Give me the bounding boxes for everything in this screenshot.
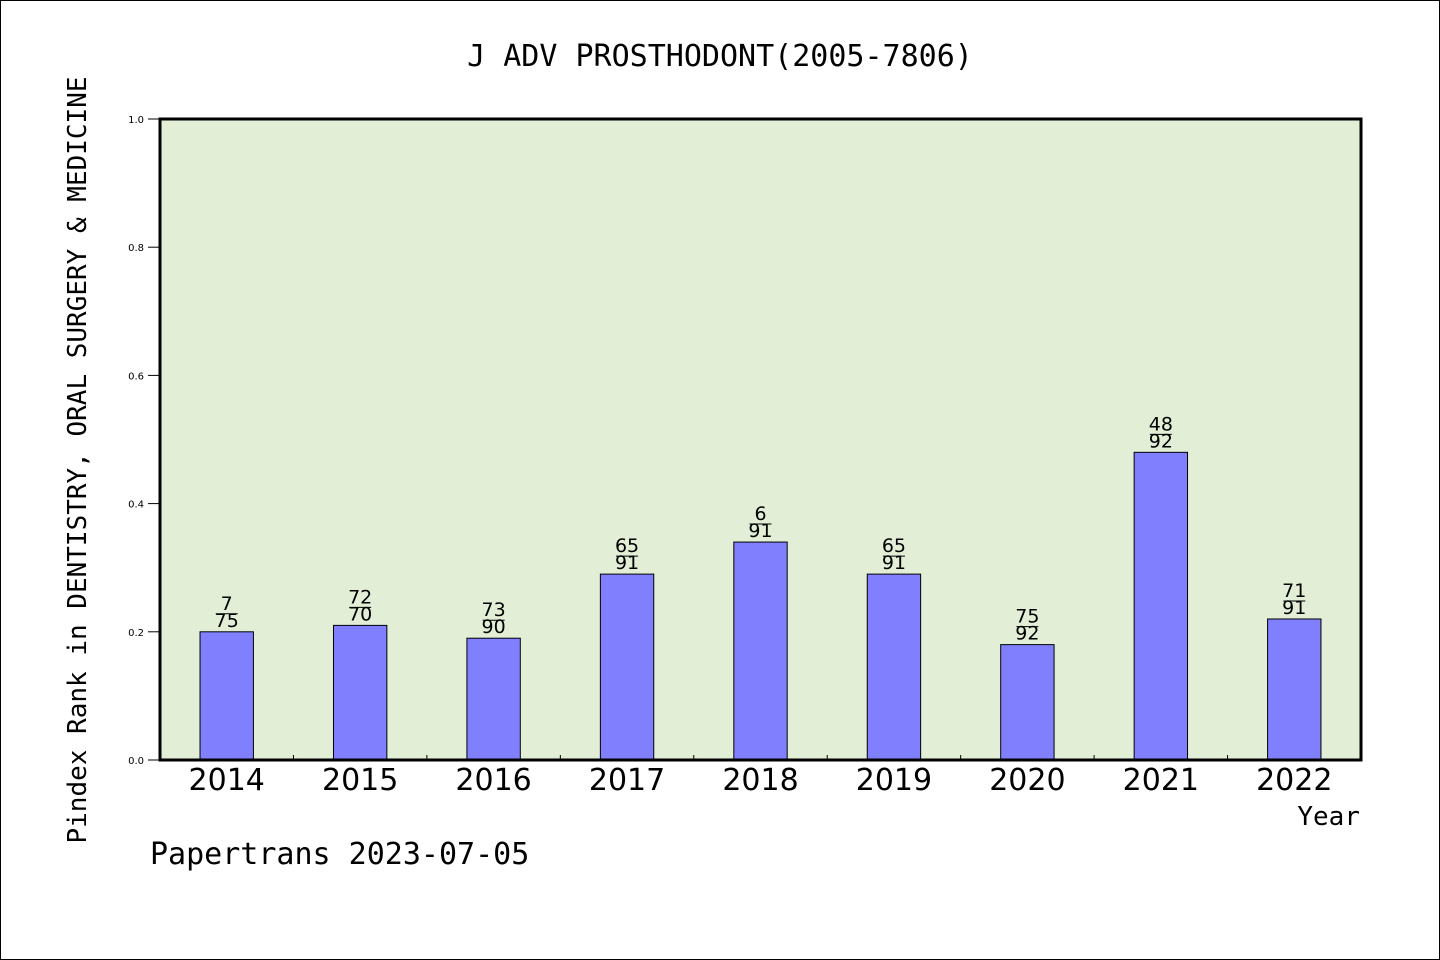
bar-2016 [466,637,521,761]
x-tick-label-2020: 2020 [989,763,1065,798]
bar-label-top-2016: 73 [482,599,506,621]
x-tick-label-2021: 2021 [1123,763,1199,798]
bar-2014 [199,631,254,761]
y-tick-label-0.6: 0.6 [128,371,144,382]
bar-label-bottom-2020: 92 [1015,623,1039,645]
x-tick-label-2015: 2015 [322,763,398,798]
x-axis: 2014 2015 2016 2017 2018 2019 2020 2021 2022 [189,755,1332,798]
x-tick-label-2022: 2022 [1256,763,1332,798]
y-axis: 0.0 0.2 0.4 0.6 0.8 1.0 [128,115,160,767]
bar-label-top-2018: 6 [754,503,766,525]
chart-title: J ADV PROSTHODONT(2005-7806) [467,39,973,74]
bar-label-top-2020: 75 [1015,606,1039,628]
x-tick-label-2014: 2014 [189,763,265,798]
bar-label-top-2014: 7 [221,593,233,615]
bar-2015 [332,624,388,761]
x-axis-label: Year [1297,802,1360,832]
bar-label-top-2021: 48 [1149,413,1173,435]
bar-label-bottom-2022: 91 [1282,597,1306,619]
plot-border [158,117,1363,762]
bar-label-bottom-2017: 91 [615,552,639,574]
bar-2019 [866,573,922,761]
bar-label-top-2017: 65 [615,535,639,557]
bar-label-top-2022: 71 [1282,580,1306,602]
bar-label-bottom-2019: 91 [882,552,906,574]
y-tick-label-0.4: 0.4 [128,500,144,511]
y-tick-label-0.2: 0.2 [128,628,144,639]
bar-2017 [599,573,655,761]
bar-label-bottom-2016: 90 [482,616,506,638]
bar-label-top-2015: 72 [348,586,372,608]
y-axis-label: Pindex Rank in DENTISTRY, ORAL SURGERY &… [63,76,93,843]
bar-label-bottom-2014: 75 [215,610,239,632]
bar-2022 [1267,618,1322,761]
y-tick-label-0.8: 0.8 [128,243,144,254]
x-tick-label-2019: 2019 [856,763,932,798]
footer-credit: Papertrans 2023-07-05 [150,837,529,872]
bar-2021 [1133,451,1189,761]
bar-2018 [733,541,788,761]
x-tick-label-2018: 2018 [722,763,798,798]
bar-label-bottom-2015: 70 [348,603,372,625]
x-tick-label-2017: 2017 [589,763,665,798]
bar-label-top-2019: 65 [882,535,906,557]
y-tick-label-1.0: 1.0 [128,115,144,126]
bar-label-bottom-2021: 92 [1149,430,1173,452]
bar-2020 [1000,644,1055,761]
x-tick-label-2016: 2016 [455,763,531,798]
y-tick-label-0.0: 0.0 [128,756,144,767]
bar-label-bottom-2018: 91 [748,520,772,542]
